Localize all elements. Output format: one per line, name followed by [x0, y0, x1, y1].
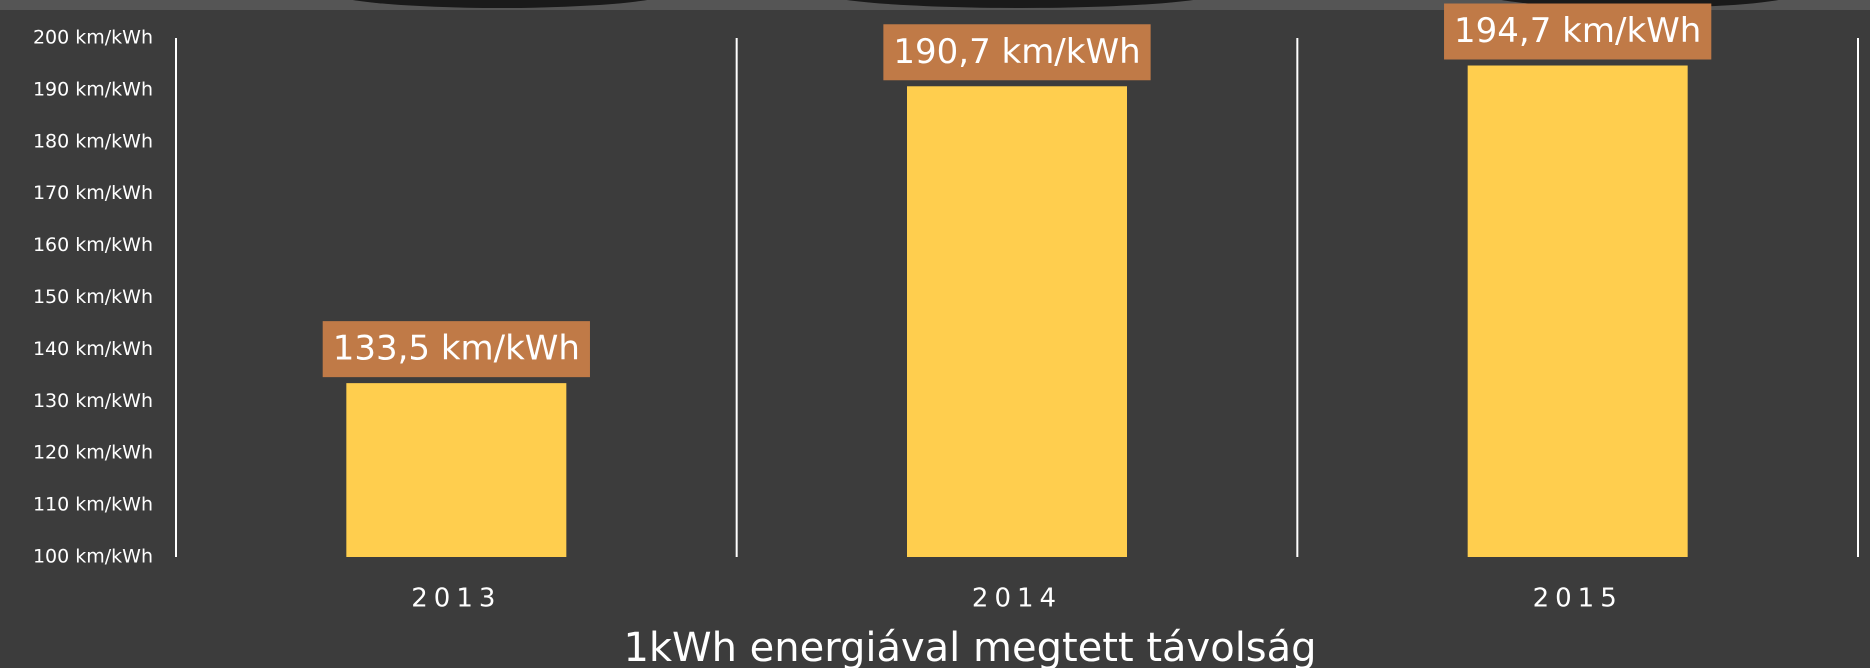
y-tick-label: 180 km/kWh — [33, 130, 153, 152]
y-tick-label: 190 km/kWh — [33, 78, 153, 100]
bar — [1468, 66, 1688, 557]
y-tick-label: 170 km/kWh — [33, 182, 153, 204]
value-label: 133,5 km/kWh — [333, 329, 580, 369]
bar — [346, 383, 566, 557]
y-tick-label: 110 km/kWh — [33, 494, 153, 516]
value-label: 194,7 km/kWh — [1454, 11, 1701, 51]
y-tick-label: 100 km/kWh — [33, 546, 153, 568]
y-tick-label: 120 km/kWh — [33, 442, 153, 464]
y-tick-label: 160 km/kWh — [33, 234, 153, 256]
y-tick-label: 140 km/kWh — [33, 338, 153, 360]
x-axis-title: 1kWh energiával megtett távolság — [623, 625, 1316, 668]
y-tick-label: 150 km/kWh — [33, 286, 153, 308]
x-tick-label: 2014 — [972, 584, 1062, 614]
page: 1kWh energiával megtett távolság 100 km/… — [0, 0, 1870, 668]
x-tick-label: 2015 — [1533, 584, 1623, 614]
bar — [907, 86, 1127, 557]
x-tick-label: 2013 — [411, 584, 501, 614]
value-label: 190,7 km/kWh — [893, 32, 1140, 72]
chart: 1kWh energiával megtett távolság 100 km/… — [0, 0, 1870, 668]
y-tick-label: 200 km/kWh — [33, 27, 153, 49]
y-tick-label: 130 km/kWh — [33, 390, 153, 412]
